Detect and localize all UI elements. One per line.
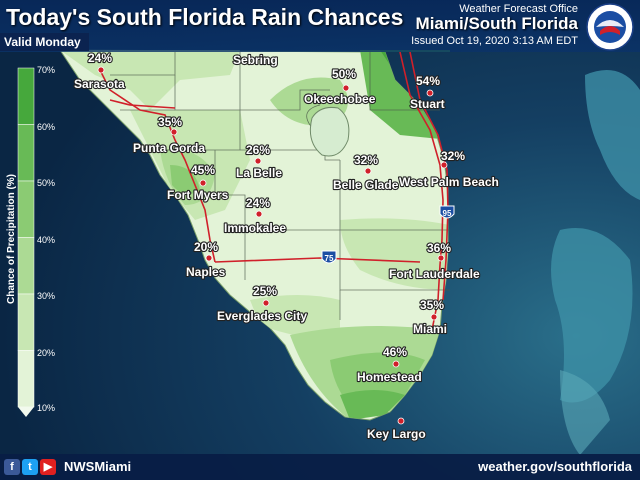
city-dot	[170, 128, 178, 136]
website-link[interactable]: weather.gov/southflorida	[478, 459, 632, 474]
city-dot	[397, 417, 405, 425]
twitter-icon[interactable]: t	[22, 459, 38, 475]
pop-label: 20%	[194, 240, 218, 254]
city-dot	[364, 167, 372, 175]
bahamas-shoal	[585, 70, 640, 200]
city-dot	[440, 161, 448, 169]
valid-day: Valid Monday	[0, 33, 89, 51]
pop-label: 24%	[88, 51, 112, 65]
city-dot	[342, 84, 350, 92]
pop-label: 46%	[383, 345, 407, 359]
footer-bar: f t ▶ NWSMiami weather.gov/southflorida	[0, 454, 640, 480]
pop-label: 36%	[427, 241, 451, 255]
legend-tick: 60%	[37, 122, 55, 132]
nws-logo-icon	[586, 3, 634, 51]
pop-label: 25%	[253, 284, 277, 298]
city-name: Key Largo	[367, 427, 426, 441]
city-name: Fort Myers	[167, 188, 229, 202]
city-name: Miami	[413, 322, 447, 336]
city-dot	[437, 254, 445, 262]
city-dot	[430, 313, 438, 321]
city-name: Fort Lauderdale	[389, 267, 480, 281]
pop-label: 35%	[420, 298, 444, 312]
city-name: Immokalee	[224, 221, 286, 235]
pop-label: 35%	[158, 115, 182, 129]
city-name: Punta Gorda	[133, 141, 205, 155]
city-name: Okeechobee	[304, 92, 376, 106]
social-links: f t ▶	[4, 459, 56, 475]
pop-label: 32%	[441, 149, 465, 163]
county-lines	[110, 52, 450, 320]
svg-text:75: 75	[325, 254, 334, 263]
city-name: Sebring	[233, 53, 278, 67]
legend-arrow	[18, 407, 34, 417]
svg-text:95: 95	[443, 209, 452, 218]
i95-shield: 95	[439, 205, 455, 219]
legend-band	[17, 293, 35, 351]
pop-label: 50%	[332, 67, 356, 81]
pop-label: 26%	[246, 143, 270, 157]
city-name: West Palm Beach	[399, 175, 499, 189]
youtube-icon[interactable]: ▶	[40, 459, 56, 475]
precip-legend: Chance of Precipitation (%) 70% 60% 50% …	[6, 65, 55, 417]
legend-tick: 50%	[37, 178, 55, 188]
city-name: Sarasota	[74, 77, 125, 91]
city-name: Homestead	[357, 370, 422, 384]
legend-band	[17, 350, 35, 408]
legend-tick: 20%	[37, 348, 55, 358]
city-dot	[254, 157, 262, 165]
city-name: Naples	[186, 265, 226, 279]
legend-tick: 10%	[37, 403, 55, 413]
city-dot	[392, 360, 400, 368]
city-dot	[262, 299, 270, 307]
page-title: Today's South Florida Rain Chances	[6, 4, 404, 30]
city-name: Stuart	[410, 97, 445, 111]
header-bar: Today's South Florida Rain Chances Valid…	[0, 0, 640, 52]
facebook-icon[interactable]: f	[4, 459, 20, 475]
highways	[99, 51, 449, 331]
city-name: Everglades City	[217, 309, 307, 323]
social-handle[interactable]: NWSMiami	[64, 459, 132, 474]
lake-okeechobee	[309, 107, 350, 157]
legend-tick: 70%	[37, 65, 55, 75]
legend-title: Chance of Precipitation (%)	[6, 174, 17, 304]
pop-label: 24%	[246, 196, 270, 210]
legend-band	[17, 180, 35, 238]
office-name: Miami/South Florida	[415, 14, 578, 33]
i75-shield: 75	[321, 250, 337, 264]
legend-tick: 40%	[37, 235, 55, 245]
bahamas-bank	[551, 228, 633, 403]
city-dot	[205, 254, 213, 262]
city-name: La Belle	[236, 166, 282, 180]
pop-label: 45%	[191, 163, 215, 177]
pop-label: 32%	[354, 153, 378, 167]
legend-band	[17, 237, 35, 295]
legend-band	[17, 124, 35, 182]
city-dot	[426, 89, 434, 97]
city-markers: 24% Sarasota Sebring 50% Okeechobee 54% …	[73, 50, 500, 442]
pop-label: 54%	[416, 74, 440, 88]
city-dot	[97, 66, 105, 74]
legend-band	[17, 67, 35, 125]
issued-time: Issued Oct 19, 2020 3:13 AM EDT	[411, 35, 578, 47]
office-label: Weather Forecast Office	[459, 3, 578, 15]
city-dot	[199, 179, 207, 187]
legend-tick: 30%	[37, 291, 55, 301]
city-dot	[255, 210, 263, 218]
city-name: Belle Glade	[333, 178, 399, 192]
